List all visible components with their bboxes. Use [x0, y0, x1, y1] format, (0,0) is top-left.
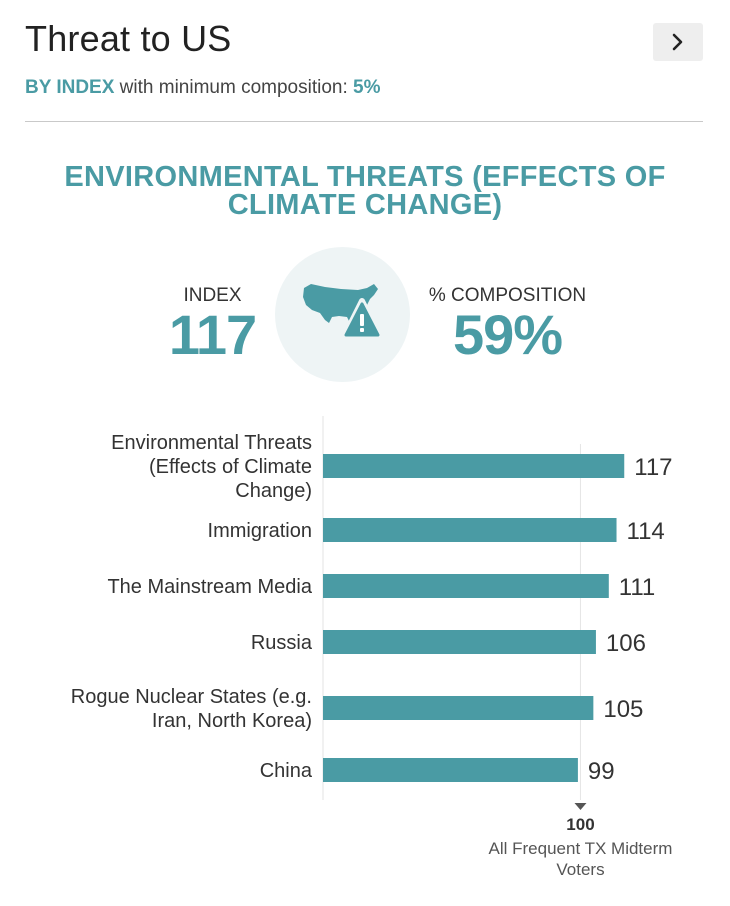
bar [323, 630, 596, 654]
category-label: The Mainstream Media [107, 576, 312, 598]
data-label: 111 [619, 574, 655, 601]
page-title: Threat to US [25, 18, 232, 59]
index-label: INDEX [183, 285, 242, 306]
bar [323, 454, 625, 478]
subtitle-minimum: 5% [353, 77, 381, 98]
reference-label: Voters [556, 860, 604, 879]
badge [275, 247, 410, 382]
data-label: 99 [588, 758, 615, 785]
data-label: 106 [606, 630, 646, 657]
category-label: Environmental Threats [111, 432, 312, 454]
reference-marker [574, 803, 587, 810]
reference-value: 100 [566, 815, 594, 834]
section-title: ENVIRONMENTAL THREATS (EFFECTS OF CLIMAT… [64, 161, 666, 221]
category-label: Iran, North Korea) [152, 710, 312, 732]
subtitle-mode: BY INDEX [25, 77, 115, 98]
category-label: Immigration [208, 520, 312, 542]
composition-label: % COMPOSITION [428, 285, 587, 306]
composition-value: 59% [452, 303, 563, 366]
index-value: 117 [168, 303, 257, 366]
category-label: China [260, 760, 313, 782]
bar [323, 518, 617, 542]
data-label: 105 [603, 696, 643, 723]
subtitle-text: with minimum composition: [114, 77, 354, 98]
chevron-right-icon [672, 33, 683, 51]
next-button[interactable] [653, 23, 703, 61]
category-label: (Effects of Climate [149, 456, 312, 478]
data-label: 114 [627, 518, 665, 545]
data-label: 117 [634, 454, 672, 481]
bar [323, 696, 594, 720]
divider [25, 121, 703, 122]
reference-label: All Frequent TX Midterm [489, 839, 673, 858]
category-label: Rogue Nuclear States (e.g. [71, 686, 312, 708]
category-label: Russia [251, 632, 313, 654]
category-label: Change) [235, 480, 312, 502]
bar [323, 574, 609, 598]
subtitle: BY INDEX with minimum composition: 5% [25, 77, 381, 99]
us-map-warning-icon [303, 284, 383, 340]
bar [323, 758, 578, 782]
